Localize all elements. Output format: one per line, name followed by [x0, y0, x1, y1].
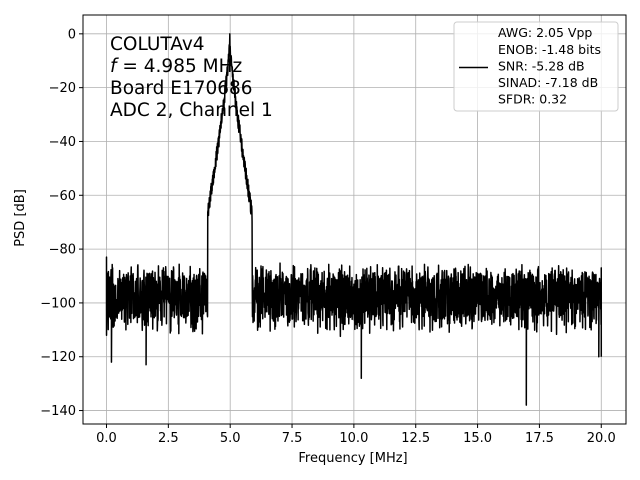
y-tick-label: −60	[49, 189, 76, 204]
legend: AWG: 2.05 Vpp ENOB: -1.48 bits SNR: -5.2…	[453, 21, 619, 112]
x-tick-label: 15.0	[463, 431, 492, 446]
annotation-line-3: Board E170686	[110, 78, 253, 99]
x-tick-label: 17.5	[525, 431, 554, 446]
y-tick-label: −20	[49, 81, 76, 96]
legend-entry-sinad: SINAD: -7.18 dB	[498, 75, 598, 90]
psd-line	[105, 33, 603, 406]
legend-entry-snr: SNR: -5.28 dB	[498, 59, 585, 74]
legend-entry-awg: AWG: 2.05 Vpp	[498, 25, 592, 40]
legend-entry-sfdr: SFDR: 0.32	[498, 92, 567, 107]
legend-entry-enob: ENOB: -1.48 bits	[498, 42, 601, 57]
x-tick-label: 12.5	[401, 431, 430, 446]
annotation-line-1: COLUTAv4	[110, 34, 205, 55]
annotation-block: COLUTAv4 f = 4.985 MHz Board E170686 ADC…	[110, 34, 273, 121]
y-axis-label: PSD [dB]	[13, 189, 28, 247]
series-psd	[105, 33, 603, 406]
x-tick-label: 20.0	[587, 431, 616, 446]
x-tick-label: 0.0	[96, 431, 117, 446]
axes-frame	[82, 14, 627, 425]
annotation-frequency-value: = 4.985 MHz	[117, 56, 243, 77]
x-tick-label: 10.0	[339, 431, 368, 446]
x-tick-label: 7.5	[282, 431, 303, 446]
annotation-frequency-symbol: f	[110, 56, 119, 77]
x-tick-label: 5.0	[220, 431, 241, 446]
y-tick-label: −80	[49, 243, 76, 258]
y-tick-label: 0	[68, 27, 76, 42]
y-tick-label: −120	[40, 350, 76, 365]
x-axis-ticks: 0.0 2.5 5.0 7.5 10.0 12.5 15.0 17.5 20.0	[96, 424, 616, 446]
y-tick-label: −40	[49, 135, 76, 150]
grid	[83, 15, 626, 424]
annotation-line-2: f = 4.985 MHz	[110, 56, 242, 77]
x-tick-label: 2.5	[158, 431, 179, 446]
y-axis-ticks: 0 −20 −40 −60 −80 −100 −120 −140	[40, 27, 83, 419]
annotation-line-4: ADC 2, Channel 1	[110, 100, 273, 121]
legend-box	[453, 21, 619, 112]
y-tick-label: −100	[40, 296, 76, 311]
x-axis-label: Frequency [MHz]	[298, 451, 407, 466]
y-tick-label: −140	[40, 404, 76, 419]
